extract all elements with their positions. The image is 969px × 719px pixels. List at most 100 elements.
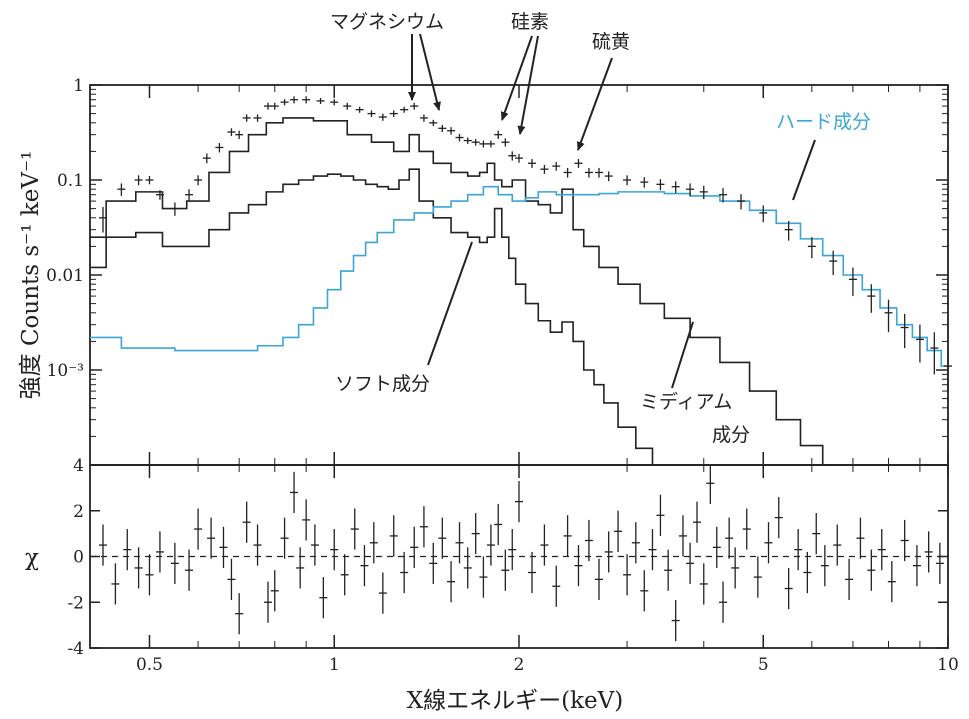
residual-point bbox=[369, 522, 378, 564]
residual-point bbox=[623, 554, 632, 596]
data-point bbox=[784, 221, 793, 241]
residual-point bbox=[924, 531, 933, 573]
residual-point bbox=[719, 581, 728, 623]
residual-point bbox=[764, 522, 773, 564]
data-point bbox=[640, 177, 649, 188]
residual-point bbox=[614, 510, 623, 552]
residual-point bbox=[753, 556, 762, 598]
label-sulfur: 硫黄 bbox=[592, 31, 630, 53]
residual-point bbox=[111, 563, 120, 605]
curve-soft bbox=[90, 168, 661, 466]
data-point bbox=[400, 106, 409, 113]
residual-point bbox=[410, 526, 419, 568]
residual-point bbox=[742, 508, 751, 550]
residual-point bbox=[389, 515, 398, 557]
residual-point bbox=[145, 554, 154, 596]
data-point bbox=[235, 130, 244, 140]
x-tick-label: 5 bbox=[758, 655, 769, 675]
data-point bbox=[330, 99, 339, 106]
residual-point bbox=[867, 549, 876, 591]
residual-point bbox=[227, 558, 236, 600]
residual-point bbox=[429, 542, 438, 584]
x-tick-label: 0.5 bbox=[136, 655, 163, 675]
residual-point bbox=[540, 524, 549, 566]
residual-point bbox=[170, 542, 179, 584]
residual-point bbox=[820, 545, 829, 587]
residual-point bbox=[664, 549, 673, 591]
residual-point bbox=[471, 513, 480, 555]
data-point bbox=[759, 205, 768, 223]
chi-tick-label: -4 bbox=[67, 639, 84, 659]
data-point bbox=[594, 167, 603, 178]
residual-point bbox=[584, 519, 593, 562]
data-point bbox=[145, 176, 154, 185]
data-point bbox=[584, 167, 593, 178]
residual-axis-ticks: 0.5 1 2 5 10 4 2 0 -2 -4 bbox=[67, 85, 959, 675]
chi-tick-label: 0 bbox=[73, 548, 84, 568]
arrow-sulfur bbox=[577, 57, 613, 151]
data-point bbox=[419, 114, 428, 122]
residual-point bbox=[350, 508, 359, 550]
data-point bbox=[848, 267, 857, 297]
residual-point bbox=[296, 547, 305, 589]
residual-point bbox=[264, 581, 273, 623]
spectrum-y-axis-label: 強度 Counts s⁻¹ keV⁻¹ bbox=[18, 151, 44, 400]
residual-point bbox=[340, 554, 349, 596]
chi-tick-label: 4 bbox=[73, 456, 84, 476]
pointer-medium bbox=[671, 321, 694, 389]
y-tick-label: 0.1 bbox=[57, 171, 84, 191]
data-point bbox=[944, 350, 952, 392]
residual-point bbox=[378, 572, 387, 614]
residual-point bbox=[648, 529, 657, 571]
residual-point bbox=[235, 593, 244, 635]
residual-point bbox=[134, 547, 143, 589]
curve-hard bbox=[90, 185, 948, 367]
residual-point bbox=[280, 517, 289, 559]
data-point bbox=[367, 110, 376, 118]
residual-point bbox=[845, 558, 854, 600]
residual-point bbox=[877, 529, 886, 571]
data-point bbox=[155, 190, 164, 200]
y-tick-label: 10⁻³ bbox=[47, 361, 84, 381]
residual-point bbox=[671, 599, 680, 642]
data-point bbox=[471, 139, 480, 146]
data-point bbox=[455, 133, 464, 142]
data-point bbox=[170, 202, 179, 216]
data-point bbox=[494, 130, 503, 140]
data-point bbox=[540, 164, 549, 174]
y-tick-label: 0.01 bbox=[46, 266, 84, 286]
pointer-hard bbox=[792, 139, 816, 201]
data-point bbox=[429, 119, 438, 127]
residual-point bbox=[494, 503, 503, 546]
residual-point bbox=[302, 499, 311, 541]
arrow-silicon-2 bbox=[517, 35, 539, 135]
data-point bbox=[438, 124, 447, 133]
data-point bbox=[829, 250, 838, 275]
residual-point bbox=[310, 524, 319, 566]
data-point bbox=[552, 161, 561, 171]
spectrum-axis-ticks: 1 0.1 0.01 10⁻³ bbox=[46, 76, 948, 437]
data-point bbox=[410, 102, 419, 110]
data-point bbox=[686, 183, 695, 196]
data-point bbox=[389, 110, 398, 118]
data-point bbox=[479, 140, 488, 148]
residual-point bbox=[656, 494, 665, 536]
x-tick-label: 2 bbox=[514, 655, 525, 675]
residual-point bbox=[447, 561, 456, 603]
residual-point bbox=[155, 531, 164, 573]
residual-point bbox=[330, 529, 339, 571]
x-tick-label: 1 bbox=[329, 655, 340, 675]
data-point bbox=[117, 183, 126, 196]
y-tick-label: 1 bbox=[73, 76, 84, 96]
data-point bbox=[604, 171, 613, 182]
residual-point bbox=[887, 561, 896, 603]
residual-point bbox=[463, 547, 472, 589]
data-point bbox=[202, 153, 211, 164]
spectrum-y-axis-label-text: 強度 Counts s⁻¹ keV⁻¹ bbox=[18, 151, 44, 400]
model-curves bbox=[90, 117, 948, 466]
residual-point bbox=[731, 547, 740, 589]
data-point bbox=[563, 167, 572, 178]
data-point bbox=[867, 284, 876, 313]
residual-point bbox=[686, 542, 695, 584]
data-point bbox=[316, 97, 325, 105]
